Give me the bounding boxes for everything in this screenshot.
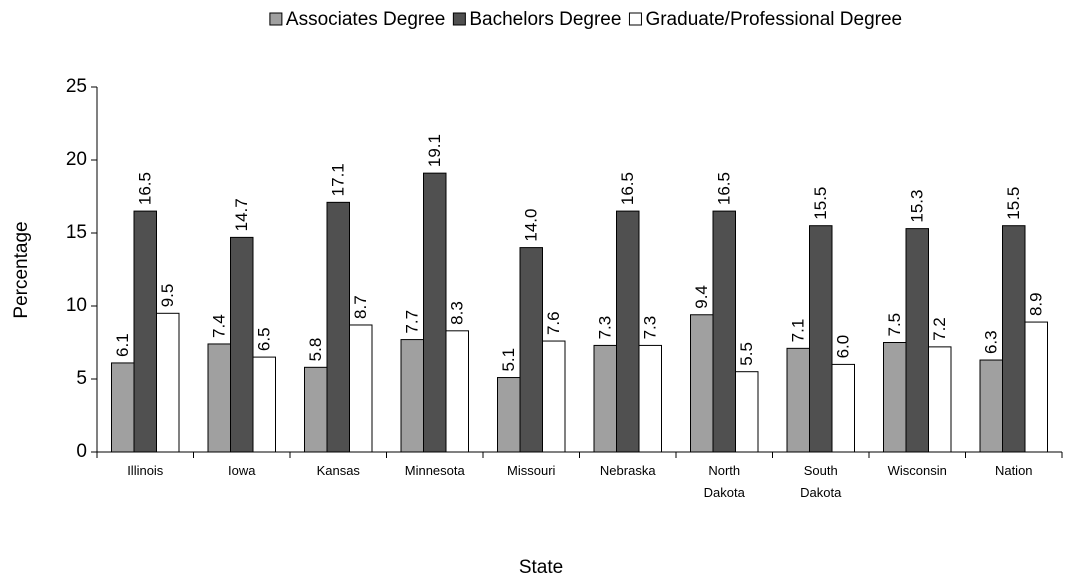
x-tick-label: Illinois	[127, 463, 164, 478]
x-tick-label: Minnesota	[404, 463, 465, 478]
value-label: 7.4	[210, 314, 229, 338]
bar	[156, 312, 180, 453]
y-axis-title: Percentage	[11, 221, 32, 318]
value-label: 6.3	[982, 330, 1001, 354]
x-tick-label-box: North Dakota	[703, 463, 745, 500]
bar	[690, 314, 714, 453]
value-label: 16.5	[715, 172, 734, 205]
value-label: 7.7	[403, 310, 422, 334]
x-tick-label-box: Kansas	[316, 463, 360, 478]
value-label: 15.5	[1004, 187, 1023, 220]
value-label: 17.1	[329, 163, 348, 196]
y-tick-label: 15	[66, 222, 87, 243]
x-tick-label: Nebraska	[599, 463, 656, 478]
y-tick-label: 10	[66, 295, 87, 316]
bar	[111, 362, 135, 453]
bar	[1024, 321, 1048, 453]
bar	[593, 344, 617, 453]
x-tick-label: Iowa	[228, 463, 256, 478]
value-label: 14.7	[232, 198, 251, 231]
legend: Associates Degree Bachelors Degree Graduat…	[269, 9, 902, 30]
value-label: 6.1	[113, 333, 132, 357]
value-label: 5.1	[499, 348, 518, 372]
bar	[616, 210, 640, 453]
y-tick-label: 5	[76, 368, 87, 389]
x-tick-label-box: South Dakota	[800, 463, 842, 500]
bar	[712, 210, 736, 453]
value-label: 19.1	[425, 134, 444, 167]
bar	[207, 343, 231, 453]
bar	[905, 228, 929, 453]
x-tick-label-box: Illinois	[127, 463, 164, 478]
value-label: 16.5	[618, 172, 637, 205]
x-tick-label: Kansas	[316, 463, 360, 478]
bar	[349, 324, 373, 453]
bar	[252, 356, 276, 453]
value-label: 5.5	[737, 342, 756, 366]
bar	[735, 371, 759, 453]
value-label: 7.2	[930, 317, 949, 341]
value-label: 16.5	[136, 172, 155, 205]
value-label: 14.0	[522, 209, 541, 242]
value-label: 7.6	[544, 311, 563, 335]
x-tick-label-box: Wisconsin	[887, 463, 947, 478]
value-label: 15.3	[908, 190, 927, 223]
value-label: 7.5	[885, 313, 904, 337]
bar	[883, 342, 907, 453]
value-label: 15.5	[811, 187, 830, 220]
bar	[979, 359, 1003, 453]
legend-label: Graduate/Professional Degree	[645, 9, 902, 30]
legend-swatch	[269, 12, 283, 26]
x-tick-label: Nation	[994, 463, 1033, 478]
bar	[519, 247, 543, 453]
x-tick-label-box: Nation	[994, 463, 1033, 478]
x-tick-label-box: Nebraska	[599, 463, 656, 478]
y-tick-label: 25	[66, 76, 87, 97]
x-tick-label-box: Minnesota	[404, 463, 465, 478]
value-label: 9.5	[158, 284, 177, 308]
bar	[809, 225, 833, 453]
value-label: 8.9	[1027, 292, 1046, 316]
x-tick-label: Wisconsin	[887, 463, 947, 478]
value-label: 7.3	[596, 316, 615, 340]
bar	[497, 377, 521, 453]
x-tick-label-box: Iowa	[228, 463, 256, 478]
bar	[326, 201, 350, 453]
legend-label: Bachelors Degree	[469, 9, 621, 30]
bar	[445, 330, 469, 453]
x-tick-label: South Dakota	[800, 463, 842, 500]
bar	[400, 339, 424, 453]
bar	[1002, 225, 1026, 453]
y-tick-label: 20	[66, 149, 87, 170]
bar	[230, 236, 254, 453]
value-label: 5.8	[306, 338, 325, 362]
legend-label: Associates Degree	[286, 9, 445, 30]
legend-swatch	[452, 12, 466, 26]
y-tick-label: 0	[76, 441, 87, 462]
value-label: 6.5	[255, 327, 274, 351]
x-tick-label: Missouri	[507, 463, 556, 478]
value-label: 6.0	[834, 335, 853, 359]
bar	[638, 344, 662, 453]
value-label: 9.4	[692, 285, 711, 309]
bar	[133, 210, 157, 453]
x-tick-label: North Dakota	[703, 463, 745, 500]
x-axis-title: State	[519, 557, 563, 578]
bar	[831, 363, 855, 453]
bar	[423, 172, 447, 453]
value-label: 7.1	[789, 319, 808, 343]
legend-swatch	[628, 12, 642, 26]
bar	[786, 347, 810, 453]
bar	[304, 366, 328, 453]
value-label: 7.3	[641, 316, 660, 340]
value-label: 8.7	[351, 295, 370, 319]
value-label: 8.3	[448, 301, 467, 325]
bar	[928, 346, 952, 453]
x-tick-label-box: Missouri	[507, 463, 556, 478]
bar	[542, 340, 566, 453]
